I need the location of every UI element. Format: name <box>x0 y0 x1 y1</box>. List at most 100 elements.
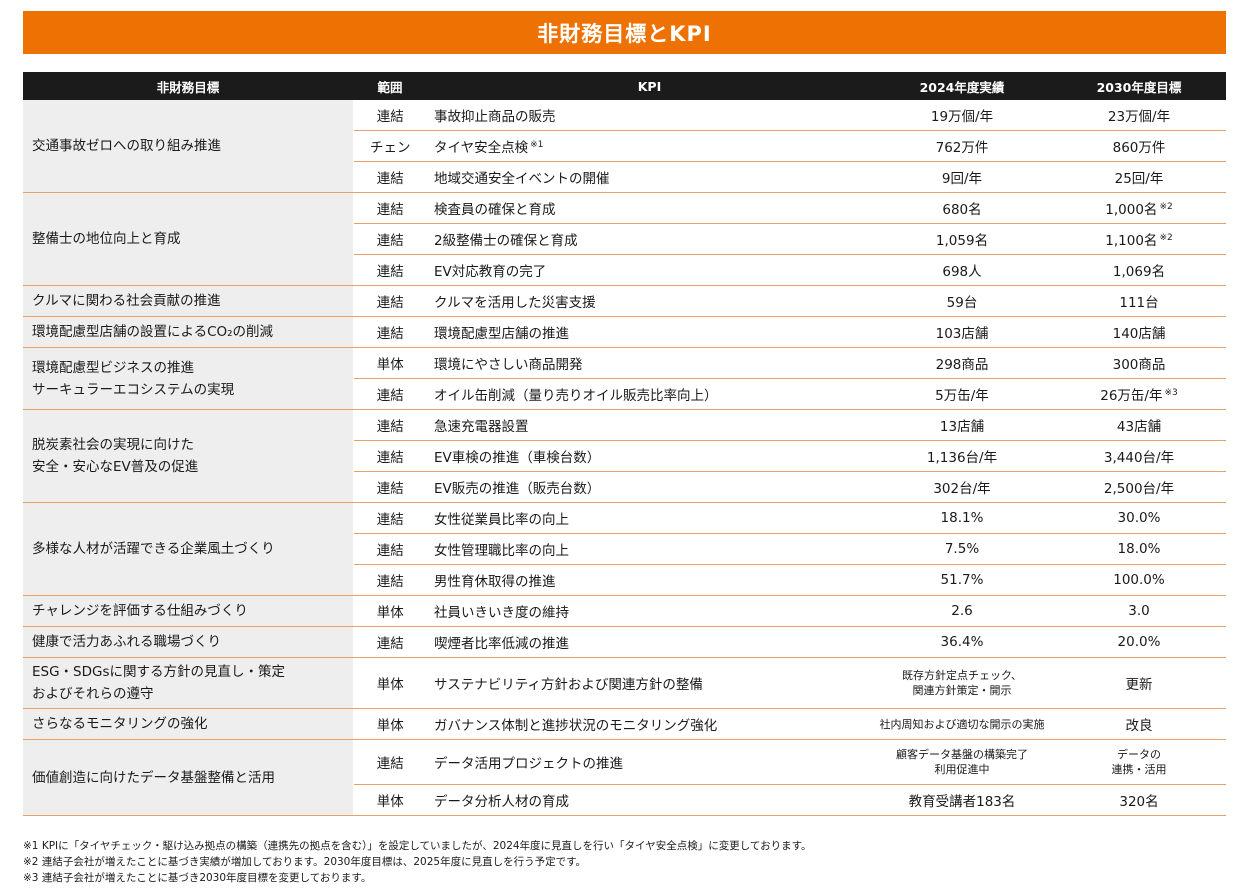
scope-cell: 単体 <box>353 347 427 379</box>
actual-cell: 社内周知および適切な開示の実施 <box>872 708 1052 740</box>
kpi-cell: EV販売の推進（販売台数） <box>427 471 872 503</box>
goal-cell: 健康で活力あふれる職場づくり <box>23 626 354 658</box>
actual-line: 既存方針定点チェック、 <box>901 669 1022 682</box>
scope-cell: 連結 <box>353 223 427 255</box>
table-row: 環境配慮型ビジネスの推進サーキュラーエコシステムの実現 単体 環境にやさしい商品… <box>23 347 1226 410</box>
goal-cell: 整備士の地位向上と育成 <box>23 192 354 286</box>
actual-cell: 59台 <box>872 285 1052 317</box>
scope-cell: 連結 <box>353 192 427 224</box>
goal-cell: クルマに関わる社会貢献の推進 <box>23 285 354 317</box>
goal-line: サーキュラーエコシステムの実現 <box>32 381 235 398</box>
kpi-cell: 2級整備士の確保と育成 <box>427 223 872 255</box>
actual-cell: 19万個/年 <box>872 100 1052 131</box>
kpi-cell: 事故抑止商品の販売 <box>427 100 872 131</box>
actual-cell: 教育受講者183名 <box>872 784 1052 816</box>
actual-cell: 既存方針定点チェック、 関連方針策定・開示 <box>872 657 1052 709</box>
target-cell: 3.0 <box>1052 595 1226 627</box>
table-row: 単体 データ分析人材の育成 教育受講者183名 320名 <box>23 784 1226 816</box>
goal-line: 安全・安心なEV普及の促進 <box>32 459 199 475</box>
actual-cell: 顧客データ基盤の構築完了 利用促進中 <box>872 739 1052 785</box>
target-cell: 320名 <box>1052 784 1226 816</box>
page-title: 非財務目標とKPI <box>537 21 712 46</box>
goal-cell: さらなるモニタリングの強化 <box>23 708 354 740</box>
kpi-cell: クルマを活用した災害支援 <box>427 285 872 317</box>
goal-cell: チャレンジを評価する仕組みづくり <box>23 595 354 627</box>
table-row: ESG・SDGsに関する方針の見直し・策定 およびそれらの遵守 単体 サステナビリ… <box>23 657 1226 709</box>
kpi-cell: 男性育休取得の推進 <box>427 564 872 596</box>
scope-cell: 単体 <box>353 657 427 709</box>
target-text: 1,000名 <box>1105 202 1158 218</box>
target-cell: 1,069名 <box>1052 254 1226 286</box>
kpi-cell: データ分析人材の育成 <box>427 784 872 816</box>
kpi-cell: 女性管理職比率の向上 <box>427 533 872 565</box>
scope-cell: 連結 <box>353 626 427 658</box>
target-line: データの <box>1117 748 1161 761</box>
actual-cell: 302台/年 <box>872 471 1052 503</box>
table-row: 連結 EV販売の推進（販売台数） 302台/年 2,500台/年 <box>23 471 1226 503</box>
table-row: 多様な人材が活躍できる企業風土づくり 連結 女性従業員比率の向上 18.1% 3… <box>23 502 1226 596</box>
kpi-cell: EV対応教育の完了 <box>427 254 872 286</box>
actual-cell: 13店舗 <box>872 409 1052 441</box>
header-kpi: KPI <box>427 72 872 100</box>
scope-cell: 連結 <box>353 502 427 534</box>
target-cell: 30.0% <box>1052 502 1226 534</box>
scope-cell: 連結 <box>353 254 427 286</box>
table-row: クルマに関わる社会貢献の推進 連結 クルマを活用した災害支援 59台 111台 <box>23 285 1226 317</box>
goal-line: 脱炭素社会の実現に向けた <box>32 437 194 453</box>
table-row: 連結 男性育休取得の推進 51.7% 100.0% <box>23 564 1226 596</box>
kpi-table: 非財務目標 範囲 KPI 2024年度実績 2030年度目標 交通事故ゼロへの取… <box>23 72 1226 816</box>
goal-cell: 脱炭素社会の実現に向けた 安全・安心なEV普及の促進 <box>23 409 354 503</box>
target-cell: 860万件 <box>1052 130 1226 162</box>
target-cell: データの 連携・活用 <box>1052 739 1226 785</box>
scope-cell: チェン <box>353 130 427 162</box>
kpi-cell: 環境にやさしい商品開発 <box>427 347 872 379</box>
footnotes: ※1 KPIに「タイヤチェック・駆け込み拠点の構築（連携先の拠点を含む）」を設定… <box>23 838 812 886</box>
table-row: チャレンジを評価する仕組みづくり 単体 社員いきいき度の維持 2.6 3.0 <box>23 595 1226 627</box>
table-row: 環境配慮型店舗の設置によるCO₂の削減 連結 環境配慮型店舗の推進 103店舗 … <box>23 316 1226 348</box>
kpi-text: タイヤ安全点検 <box>434 140 529 156</box>
goal-cell: ESG・SDGsに関する方針の見直し・策定 およびそれらの遵守 <box>23 657 354 709</box>
target-cell: 23万個/年 <box>1052 100 1226 131</box>
kpi-cell: タイヤ安全点検 ※1 <box>427 130 872 162</box>
target-text: 1,100名 <box>1105 233 1158 249</box>
goal-cell: 環境配慮型店舗の設置によるCO₂の削減 <box>23 316 354 348</box>
scope-cell: 連結 <box>353 378 427 410</box>
scope-cell: 連結 <box>353 739 427 785</box>
target-cell: 140店舗 <box>1052 316 1226 348</box>
table-row: 脱炭素社会の実現に向けた 安全・安心なEV普及の促進 連結 急速充電器設置 13店… <box>23 409 1226 503</box>
scope-cell: 連結 <box>353 471 427 503</box>
actual-line: 利用促進中 <box>934 763 990 776</box>
scope-cell: 連結 <box>353 564 427 596</box>
table-row: チェン タイヤ安全点検 ※1 762万件 860万件 <box>23 130 1226 162</box>
goal-line: およびそれらの遵守 <box>32 686 154 702</box>
target-cell: 100.0% <box>1052 564 1226 596</box>
target-cell: 25回/年 <box>1052 161 1226 193</box>
target-cell: 18.0% <box>1052 533 1226 565</box>
target-line: 連携・活用 <box>1111 763 1167 776</box>
actual-cell: 762万件 <box>872 130 1052 162</box>
scope-cell: 単体 <box>353 708 427 740</box>
header-goal: 非財務目標 <box>23 72 353 100</box>
scope-cell: 連結 <box>353 409 427 441</box>
target-cell: 1,000名 ※2 <box>1052 192 1226 224</box>
footnote-mark: ※1 <box>530 140 544 150</box>
table-row: 連結 EV対応教育の完了 698人 1,069名 <box>23 254 1226 286</box>
footnote-mark: ※3 <box>1164 388 1178 398</box>
actual-cell: 298商品 <box>872 347 1052 379</box>
target-cell: 20.0% <box>1052 626 1226 658</box>
scope-cell: 単体 <box>353 784 427 816</box>
scope-cell: 連結 <box>353 100 427 131</box>
target-cell: 2,500台/年 <box>1052 471 1226 503</box>
goal-line: 環境配慮型ビジネスの推進 <box>32 359 194 376</box>
actual-cell: 2.6 <box>872 595 1052 627</box>
page-title-banner: 非財務目標とKPI <box>23 11 1226 54</box>
goal-cell: 多様な人材が活躍できる企業風土づくり <box>23 502 354 596</box>
goal-cell: 交通事故ゼロへの取り組み推進 <box>23 100 354 193</box>
target-cell: 26万缶/年 ※3 <box>1052 378 1226 410</box>
header-actual: 2024年度実績 <box>872 72 1052 100</box>
actual-line: 顧客データ基盤の構築完了 <box>896 748 1028 761</box>
scope-cell: 連結 <box>353 161 427 193</box>
table-row: 整備士の地位向上と育成 連結 検査員の確保と育成 680名 1,000名 ※2 <box>23 192 1226 286</box>
target-cell: 改良 <box>1052 708 1226 740</box>
actual-cell: 18.1% <box>872 502 1052 534</box>
